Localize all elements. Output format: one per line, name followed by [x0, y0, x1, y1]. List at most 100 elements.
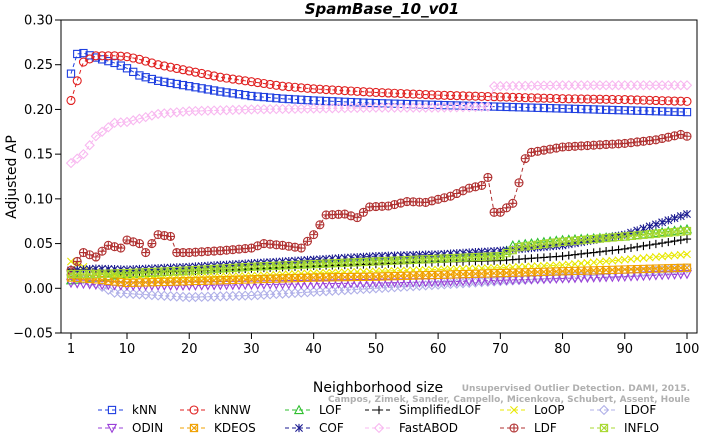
- data-point-knn: [259, 92, 269, 102]
- data-point-knnw: [166, 62, 176, 72]
- data-point-cof: [664, 216, 673, 225]
- data-point-knnw: [383, 88, 393, 98]
- data-point-ldf: [396, 198, 406, 208]
- data-point-ldf: [117, 244, 125, 252]
- data-point-knnw: [464, 91, 474, 101]
- data-point-inflo: [278, 261, 287, 270]
- data-point-knn: [284, 94, 293, 104]
- data-point-knn: [290, 95, 300, 104]
- data-point-odin: [289, 279, 301, 290]
- x-tick-label: 50: [368, 342, 385, 357]
- data-point-simplifiedlof: [633, 242, 642, 252]
- data-point-kdeos: [683, 263, 691, 272]
- data-point-kdeos: [129, 278, 138, 287]
- data-point-odin: [208, 281, 220, 291]
- data-point-inflo: [639, 230, 648, 239]
- data-point-knn: [521, 103, 530, 112]
- data-point-knn: [197, 84, 206, 93]
- data-point-ldf: [427, 196, 437, 206]
- x-tick-label: 20: [181, 342, 198, 357]
- data-point-knnw: [253, 78, 263, 88]
- legend-label: SimplifiedLOF: [399, 403, 481, 417]
- data-point-odin: [663, 270, 674, 281]
- data-point-kdeos: [79, 274, 88, 283]
- data-point-knn: [203, 85, 213, 94]
- data-point-ldf: [551, 143, 561, 153]
- data-point-inflo: [265, 261, 275, 271]
- data-point-ldf: [128, 237, 138, 247]
- data-point-ldf: [446, 191, 456, 201]
- data-point-knn: [589, 105, 598, 114]
- data-point-knnw: [91, 51, 101, 61]
- data-point-inflo: [545, 239, 555, 248]
- data-point-odin: [252, 280, 263, 290]
- data-point-simplifiedlof: [602, 246, 611, 256]
- data-point-ldf: [159, 230, 169, 241]
- data-point-knn: [116, 61, 125, 70]
- data-point-ldf: [526, 147, 536, 157]
- data-point-knn: [178, 80, 188, 90]
- data-point-knn: [73, 49, 82, 59]
- data-point-ldf: [110, 242, 120, 252]
- data-point-inflo: [608, 233, 617, 242]
- data-point-knn: [265, 93, 275, 102]
- data-point-knn: [160, 77, 169, 87]
- data-point-ldf: [453, 189, 461, 198]
- data-point-ldf: [309, 230, 319, 240]
- data-point-fastabod: [121, 116, 133, 128]
- data-point-inflo: [682, 226, 692, 236]
- data-point-knnw: [91, 51, 101, 61]
- data-point-knnw: [402, 89, 412, 99]
- data-point-knnw: [657, 96, 667, 106]
- data-point-kdeos: [564, 266, 573, 276]
- data-point-kdeos: [259, 274, 269, 284]
- data-point-knn: [608, 105, 617, 115]
- data-point-ldf: [383, 201, 393, 211]
- data-point-knnw: [421, 90, 431, 100]
- data-point-knn: [247, 91, 256, 101]
- data-point-ldf: [302, 236, 312, 246]
- legend-swatch-marker: [374, 405, 384, 415]
- data-point-inflo: [471, 253, 480, 262]
- data-point-inflo: [153, 267, 163, 276]
- data-point-kdeos: [222, 275, 231, 285]
- data-point-knnw: [184, 66, 194, 76]
- data-point-odin: [84, 280, 95, 290]
- data-point-knn: [626, 106, 636, 115]
- data-point-knn: [278, 94, 287, 103]
- data-point-knnw: [377, 88, 387, 98]
- data-point-loop: [670, 251, 679, 260]
- data-point-knnw: [365, 87, 375, 97]
- data-point-knnw: [222, 73, 232, 83]
- data-point-ldf: [383, 201, 393, 211]
- data-point-knn: [328, 97, 337, 106]
- y-tick-label: 0.15: [24, 148, 53, 163]
- data-point-knnw: [576, 94, 586, 104]
- data-point-inflo: [334, 258, 343, 268]
- data-point-knn: [253, 92, 262, 101]
- data-point-knn: [272, 94, 281, 103]
- data-point-fastabod: [146, 110, 158, 121]
- data-point-knn: [633, 106, 642, 115]
- data-point-knnw: [246, 77, 256, 87]
- data-point-ldf: [72, 256, 82, 267]
- data-point-inflo: [116, 269, 125, 278]
- data-point-fastabod: [72, 153, 83, 164]
- data-point-inflo: [73, 269, 82, 279]
- data-point-knnw: [433, 90, 443, 100]
- data-point-odin: [656, 270, 668, 281]
- data-point-knn: [645, 106, 654, 116]
- y-tick-label: 0.20: [24, 103, 53, 118]
- data-point-inflo: [340, 258, 349, 267]
- data-point-knn: [365, 98, 374, 108]
- data-point-knn: [508, 102, 517, 112]
- data-point-knn: [197, 84, 206, 93]
- data-point-ldf: [72, 256, 82, 267]
- data-point-loop: [633, 254, 642, 263]
- data-point-simplifiedlof: [595, 247, 604, 256]
- legend-item-fastabod: FastABOD: [365, 421, 458, 434]
- data-point-knnw: [159, 61, 169, 71]
- data-point-knnw: [371, 87, 381, 97]
- data-point-knnw: [147, 58, 157, 68]
